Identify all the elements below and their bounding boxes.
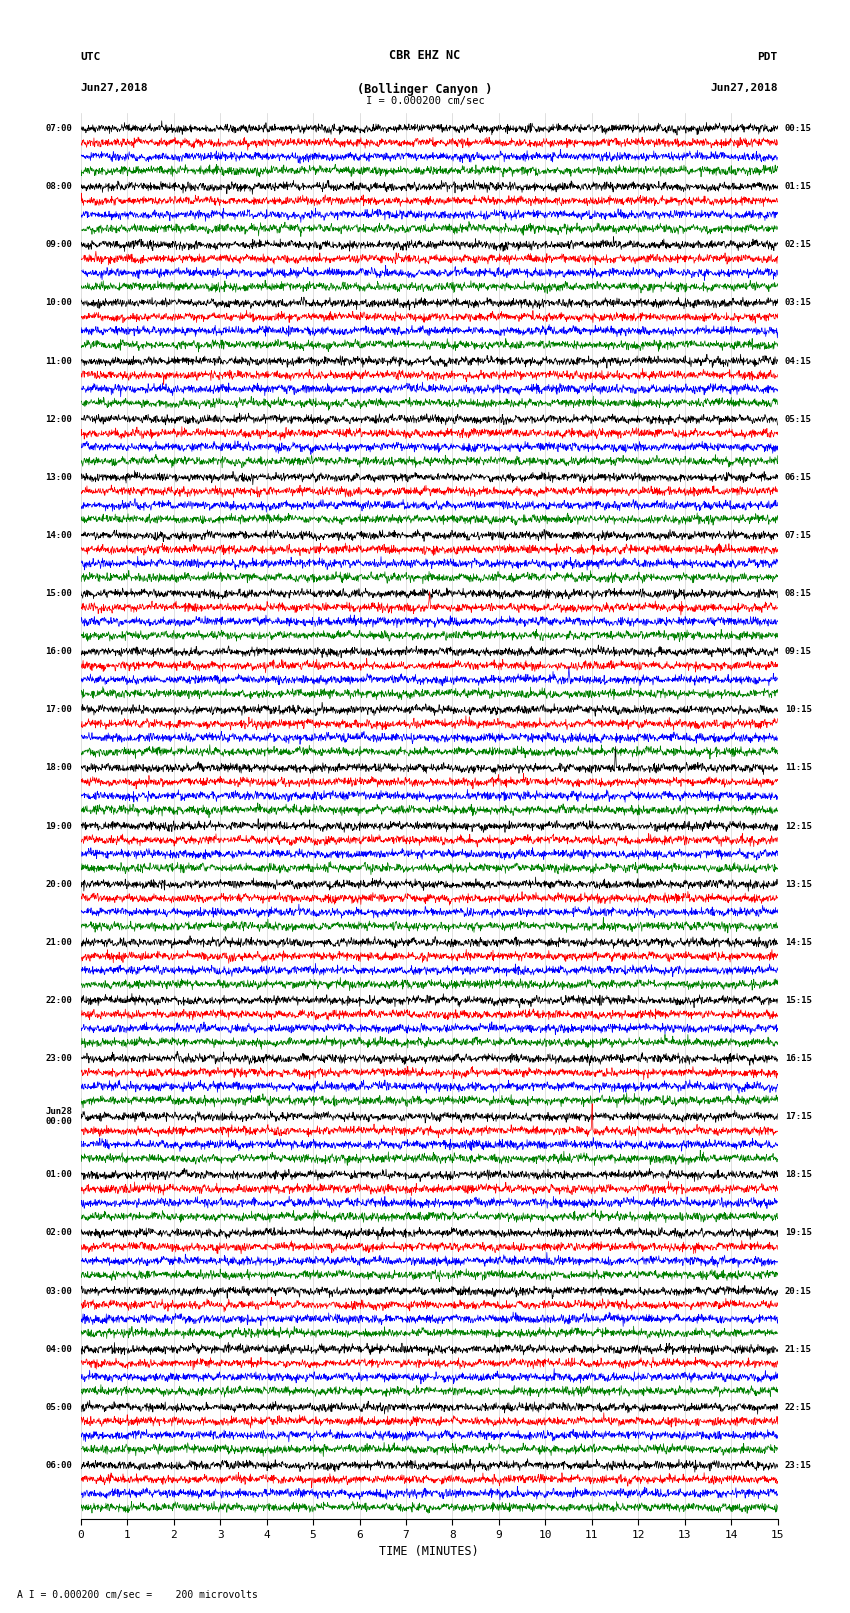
Text: CBR EHZ NC: CBR EHZ NC <box>389 48 461 61</box>
Text: 07:00: 07:00 <box>46 124 72 134</box>
Text: UTC: UTC <box>81 52 101 61</box>
Text: 19:00: 19:00 <box>46 821 72 831</box>
Text: 13:00: 13:00 <box>46 473 72 482</box>
Text: 10:15: 10:15 <box>785 705 812 715</box>
Text: 14:00: 14:00 <box>46 531 72 540</box>
Text: 09:00: 09:00 <box>46 240 72 250</box>
Text: 03:00: 03:00 <box>46 1287 72 1295</box>
Text: 01:00: 01:00 <box>46 1171 72 1179</box>
Text: 09:15: 09:15 <box>785 647 812 656</box>
Text: 16:15: 16:15 <box>785 1053 812 1063</box>
Text: 23:15: 23:15 <box>785 1461 812 1469</box>
Text: 06:00: 06:00 <box>46 1461 72 1469</box>
Text: 21:00: 21:00 <box>46 937 72 947</box>
Text: 16:00: 16:00 <box>46 647 72 656</box>
Text: 04:00: 04:00 <box>46 1345 72 1353</box>
Text: 04:15: 04:15 <box>785 356 812 366</box>
Text: 18:15: 18:15 <box>785 1171 812 1179</box>
Text: 05:00: 05:00 <box>46 1403 72 1411</box>
X-axis label: TIME (MINUTES): TIME (MINUTES) <box>379 1545 479 1558</box>
Text: PDT: PDT <box>757 52 778 61</box>
Text: 12:15: 12:15 <box>785 821 812 831</box>
Text: 17:00: 17:00 <box>46 705 72 715</box>
Text: 15:00: 15:00 <box>46 589 72 598</box>
Text: Jun27,2018: Jun27,2018 <box>711 82 778 92</box>
Text: 02:15: 02:15 <box>785 240 812 250</box>
Text: 19:15: 19:15 <box>785 1229 812 1237</box>
Text: (Bollinger Canyon ): (Bollinger Canyon ) <box>357 82 493 95</box>
Text: 11:00: 11:00 <box>46 356 72 366</box>
Text: 13:15: 13:15 <box>785 879 812 889</box>
Text: Jun27,2018: Jun27,2018 <box>81 82 148 92</box>
Text: A I = 0.000200 cm/sec =    200 microvolts: A I = 0.000200 cm/sec = 200 microvolts <box>17 1590 258 1600</box>
Text: 03:15: 03:15 <box>785 298 812 308</box>
Text: 08:00: 08:00 <box>46 182 72 192</box>
Text: 14:15: 14:15 <box>785 937 812 947</box>
Text: 11:15: 11:15 <box>785 763 812 773</box>
Text: Jun28
00:00: Jun28 00:00 <box>46 1107 72 1126</box>
Text: 20:00: 20:00 <box>46 879 72 889</box>
Text: 18:00: 18:00 <box>46 763 72 773</box>
Text: 22:00: 22:00 <box>46 995 72 1005</box>
Text: 22:15: 22:15 <box>785 1403 812 1411</box>
Text: 07:15: 07:15 <box>785 531 812 540</box>
Text: 15:15: 15:15 <box>785 995 812 1005</box>
Text: 10:00: 10:00 <box>46 298 72 308</box>
Text: 00:15: 00:15 <box>785 124 812 134</box>
Text: 05:15: 05:15 <box>785 415 812 424</box>
Text: 01:15: 01:15 <box>785 182 812 192</box>
Text: 06:15: 06:15 <box>785 473 812 482</box>
Text: I = 0.000200 cm/sec: I = 0.000200 cm/sec <box>366 97 484 106</box>
Text: 02:00: 02:00 <box>46 1229 72 1237</box>
Text: 21:15: 21:15 <box>785 1345 812 1353</box>
Text: 20:15: 20:15 <box>785 1287 812 1295</box>
Text: 08:15: 08:15 <box>785 589 812 598</box>
Text: 23:00: 23:00 <box>46 1053 72 1063</box>
Text: 17:15: 17:15 <box>785 1113 812 1121</box>
Text: 12:00: 12:00 <box>46 415 72 424</box>
